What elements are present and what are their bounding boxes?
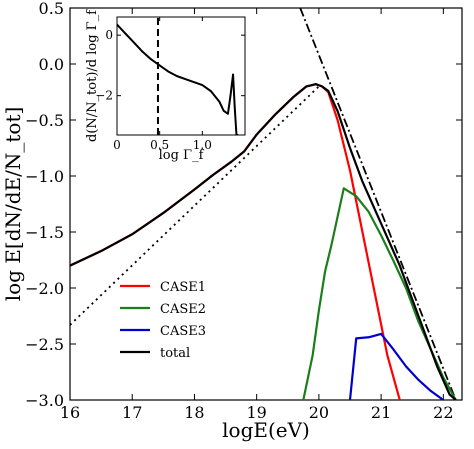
inset-x-tick-label: 0 (113, 138, 121, 152)
y-tick-label: 0.0 (39, 55, 64, 74)
y-tick-label: −1.5 (25, 223, 64, 242)
inset-plot-frame (116, 16, 246, 136)
y-tick-label: −3.0 (25, 391, 64, 410)
x-axis-label: logE(eV) (222, 418, 310, 442)
main-plot: 16 17 18 19 20 21 22 0.5 0.0 −0.5 −1.0 −1.5 −2.0 −2.5… (1, 0, 463, 442)
x-tick-label: 16 (60, 403, 80, 422)
main-reference-lines (70, 8, 457, 400)
legend: CASE1 CASE2 CASE3 total (120, 280, 206, 361)
y-axis-label: log E[dN/dE/N_tot] (1, 107, 25, 302)
inset-x-tick-label: 1.0 (193, 138, 212, 152)
main-axes: 16 17 18 19 20 21 22 0.5 0.0 −0.5 −1.0 −1.5 −2.0 −2.5… (25, 0, 462, 422)
y-tick-label: −0.5 (25, 111, 64, 130)
inset-y-tick-label: 0 (105, 28, 113, 42)
dashdot-reference-line (299, 8, 457, 400)
inset-plot: 0 0.5 1.0 0 −2 log Γ_f d(N/N_tot)/d log Γ_f (85, 9, 246, 163)
x-tick-label: 19 (246, 403, 266, 422)
main-plot-frame (69, 7, 463, 401)
x-tick-label: 20 (309, 403, 329, 422)
y-tick-label: −2.5 (25, 335, 64, 354)
legend-label-case3: CASE3 (160, 324, 206, 339)
inset-y-tick-label: −2 (95, 89, 113, 103)
inset-series (117, 23, 239, 135)
series-line-case3 (348, 332, 444, 400)
legend-label-total: total (160, 346, 190, 361)
x-tick-label: 21 (371, 403, 391, 422)
legend-label-case2: CASE2 (160, 302, 206, 317)
y-tick-label: −2.0 (25, 279, 64, 298)
x-tick-label: 18 (184, 403, 204, 422)
legend-label-case1: CASE1 (160, 280, 206, 295)
inset-y-axis-label: d(N/N_tot)/d log Γ_f (85, 9, 100, 142)
y-tick-label: −1.0 (25, 167, 64, 186)
inset-x-axis-label: log Γ_f (159, 148, 205, 163)
series-line-total (70, 83, 457, 400)
y-tick-label: 0.5 (39, 0, 64, 18)
inset-series-line-data (117, 23, 239, 135)
x-tick-label: 17 (122, 403, 142, 422)
main-series (70, 83, 457, 400)
inset-axes: 0 0.5 1.0 0 −2 (95, 17, 245, 152)
inset-x-tick-label: 0.5 (150, 138, 169, 152)
x-tick-label: 22 (433, 403, 453, 422)
